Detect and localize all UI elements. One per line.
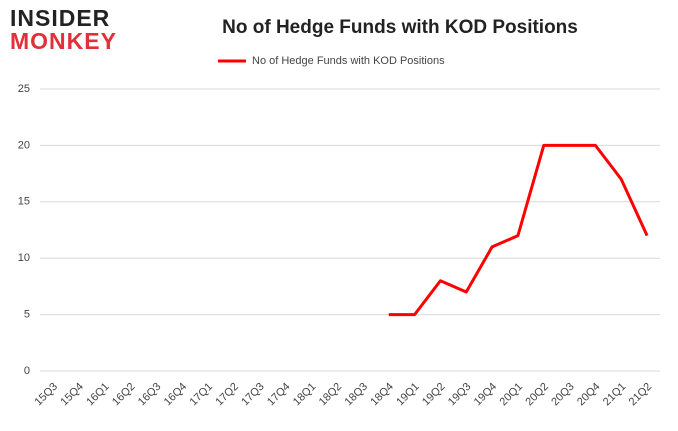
logo-top: INSIDER (10, 5, 110, 31)
chart-title: No of Hedge Funds with KOD Positions (222, 17, 578, 38)
y-tick-label: 20 (18, 139, 30, 151)
logo-bottom: MONKEY (10, 28, 117, 54)
data-line (388, 143, 649, 317)
y-tick-label: 5 (24, 309, 30, 321)
y-tick-label: 15 (18, 196, 30, 208)
y-tick-label: 0 (24, 365, 30, 377)
y-tick-label: 10 (18, 252, 30, 264)
y-tick-label: 25 (18, 83, 30, 95)
legend-label: No of Hedge Funds with KOD Positions (252, 55, 445, 67)
